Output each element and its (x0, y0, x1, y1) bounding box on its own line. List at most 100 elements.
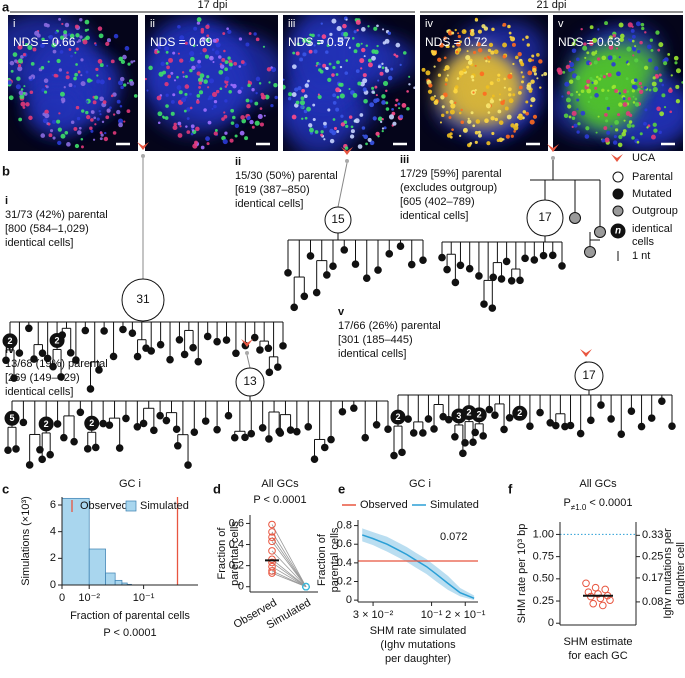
cell (604, 21, 609, 26)
point (606, 596, 614, 604)
cell (632, 54, 635, 57)
cell (437, 73, 442, 77)
cell (561, 95, 564, 98)
cell (451, 128, 454, 131)
mutated-cell (279, 342, 287, 350)
cell (652, 76, 656, 80)
cell (472, 91, 475, 94)
nds-label: NDS = 0.57 (288, 35, 351, 49)
cell (675, 84, 680, 89)
y-axis-label: daughter cell (675, 542, 685, 605)
cell (189, 106, 193, 110)
outgroup-cell (569, 212, 581, 224)
cell (224, 76, 230, 82)
cell (636, 140, 640, 144)
cell (258, 82, 262, 85)
cell (190, 132, 194, 136)
cell (157, 111, 163, 117)
cell (365, 142, 368, 146)
cell (634, 102, 640, 107)
legend-parental (612, 171, 624, 183)
cell (454, 28, 457, 32)
cell (439, 42, 444, 48)
cell (206, 75, 210, 79)
cell (477, 133, 482, 138)
mutated-cell (49, 362, 57, 371)
mutated-cell (122, 414, 130, 423)
nds-label: NDS = 0.72 (425, 35, 488, 49)
cell (617, 142, 623, 148)
cell (568, 115, 572, 119)
cell (100, 133, 104, 137)
cell (377, 135, 380, 138)
y-tick-label: 0 (346, 594, 352, 606)
cell (158, 42, 162, 46)
point (268, 547, 276, 555)
cell (288, 92, 293, 97)
cell (58, 112, 61, 115)
cell (518, 115, 523, 121)
cell (254, 120, 260, 126)
cell (218, 55, 222, 59)
mutated-cell (12, 445, 20, 453)
mutated-cell (184, 461, 192, 469)
cell (146, 89, 149, 92)
cell (56, 119, 61, 124)
cell (445, 110, 449, 114)
cell (531, 54, 535, 58)
cell (565, 97, 571, 103)
cell (444, 83, 448, 86)
cell (78, 126, 82, 130)
cell (342, 23, 347, 29)
cell (283, 78, 285, 81)
mutated-cell (53, 420, 62, 428)
cell (617, 113, 621, 117)
cell (361, 27, 366, 32)
cell (359, 113, 364, 117)
cell (402, 51, 407, 55)
cell (158, 71, 164, 77)
cell (457, 34, 461, 39)
cell (183, 109, 187, 113)
cell (317, 34, 321, 37)
panel-letter: f (508, 481, 513, 496)
cell (332, 101, 337, 105)
point (268, 558, 276, 567)
mutated-cell (668, 422, 676, 430)
mutated-cell (76, 408, 85, 417)
cell (184, 41, 188, 45)
cell (297, 86, 302, 91)
cell (165, 50, 169, 54)
cell (632, 95, 635, 98)
cell (99, 137, 103, 141)
cell (205, 136, 210, 142)
cell (318, 68, 322, 72)
pair-link (271, 536, 307, 587)
cell (219, 87, 223, 91)
cell (126, 109, 131, 114)
cell (36, 33, 41, 38)
cell (17, 63, 22, 68)
cell (73, 84, 77, 88)
cell (430, 96, 435, 101)
cell (251, 88, 255, 92)
bar (105, 572, 116, 586)
cell (369, 140, 375, 146)
cell (350, 125, 354, 129)
mutated-cell (19, 418, 28, 427)
cell (521, 75, 525, 79)
cell (618, 22, 624, 28)
cell (594, 86, 598, 90)
cell (17, 66, 23, 72)
cell (104, 131, 107, 135)
cell (622, 97, 626, 101)
cell (605, 119, 609, 123)
cell (532, 67, 537, 73)
cell (69, 33, 75, 39)
cell (529, 104, 533, 107)
cell (223, 49, 226, 53)
cell (257, 114, 263, 120)
cell (60, 133, 66, 139)
cell (385, 89, 388, 93)
cell (652, 122, 657, 127)
